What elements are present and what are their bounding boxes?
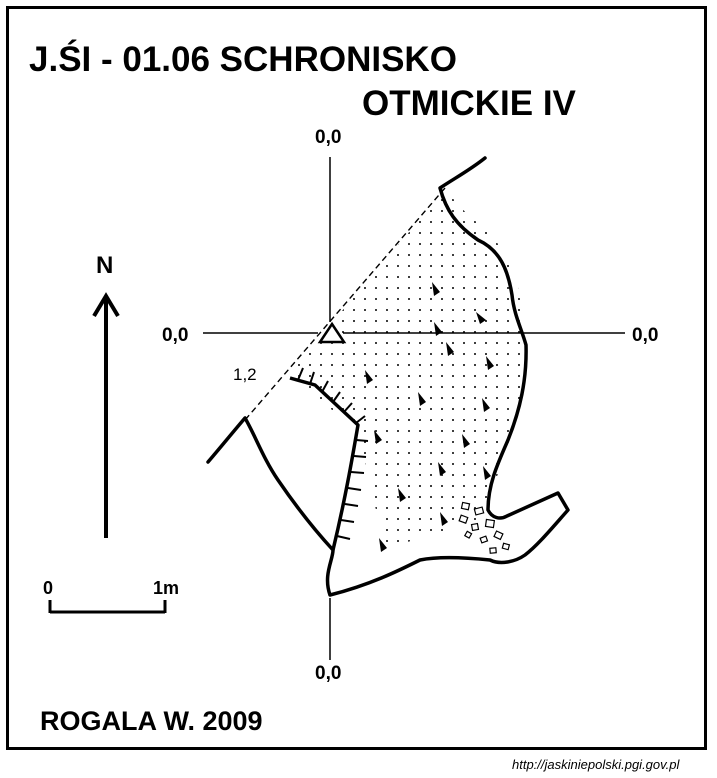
north-arrow-icon xyxy=(92,292,120,538)
axis-label-top: 0,0 xyxy=(315,127,342,148)
author-credit: ROGALA W. 2009 xyxy=(40,706,263,736)
slope-arrows xyxy=(365,282,494,552)
source-url[interactable]: http://jaskiniepolski.pgi.gov.pl xyxy=(512,757,680,772)
scale-bar xyxy=(48,600,167,614)
axis-label-left: 0,0 xyxy=(162,325,189,346)
depth-label: 1,2 xyxy=(233,365,257,384)
title-line-1: J.ŚI - 01.06 SCHRONISKO xyxy=(29,40,457,79)
floor-dots xyxy=(290,190,528,548)
axis-label-bottom: 0,0 xyxy=(315,663,342,684)
axis-label-right: 0,0 xyxy=(632,325,659,346)
triangle-marker-icon xyxy=(317,321,347,344)
scale-start-label: 0 xyxy=(43,578,54,598)
inner-ledge xyxy=(289,376,360,551)
dripline xyxy=(244,187,446,421)
slope-hachures xyxy=(297,367,369,540)
scale-end-label: 1m xyxy=(153,578,180,598)
north-label: N xyxy=(96,252,114,279)
cave-walls xyxy=(206,156,570,597)
title-line-2: OTMICKIE IV xyxy=(362,84,576,123)
rubble-blocks xyxy=(458,501,511,554)
